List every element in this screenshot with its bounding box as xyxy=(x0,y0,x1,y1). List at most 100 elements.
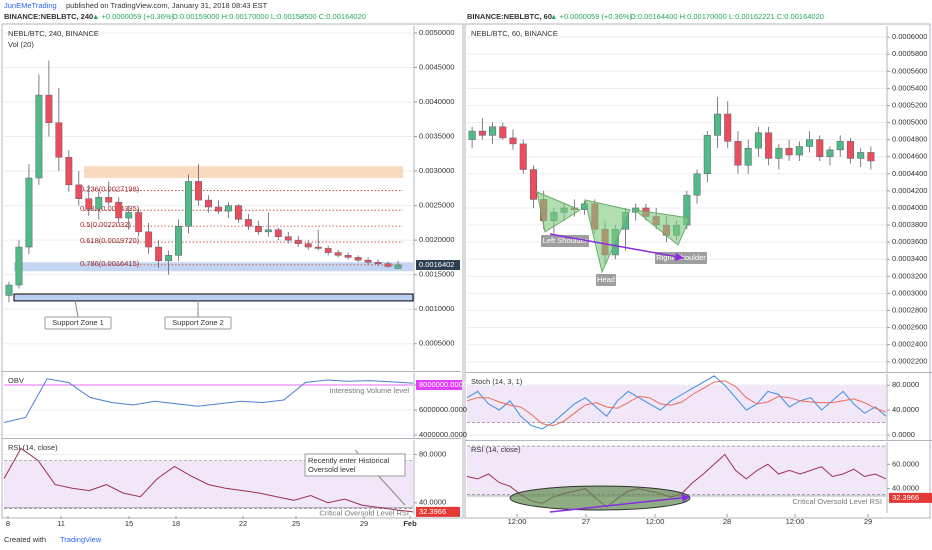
candle-body xyxy=(85,198,93,210)
candle-body xyxy=(734,141,742,166)
candle-body xyxy=(529,169,537,200)
y-tick-label: 0.0050000 xyxy=(419,28,454,37)
candle-body xyxy=(75,184,83,199)
candle-body xyxy=(826,149,834,157)
symbol: BINANCE:NEBLBTC, 240 xyxy=(4,12,93,21)
y-tick-label: 0.0020000 xyxy=(419,235,454,244)
pane-title: RSI (14, close) xyxy=(471,445,521,454)
callout-box xyxy=(304,453,406,477)
candle-body xyxy=(846,141,854,159)
reference-label: Interesting Volume level xyxy=(329,386,409,395)
y-tick-label: 0.0025000 xyxy=(419,201,454,210)
candle-body xyxy=(284,236,292,241)
candle-body xyxy=(324,248,332,253)
candle-body xyxy=(795,146,803,156)
candle-body xyxy=(364,259,372,263)
fib-label: 0.236(0.0027198) xyxy=(80,184,140,193)
y-tick-label: 8000000.0000 xyxy=(419,380,467,389)
y-tick-label: 0.0004600 xyxy=(892,152,927,161)
right-shoulder-shape xyxy=(633,209,691,246)
rsi-arrow xyxy=(549,496,691,513)
candle-body xyxy=(816,139,824,157)
callout-line xyxy=(74,299,79,318)
arrow-head xyxy=(681,494,690,502)
y-tick-label: 60.0000 xyxy=(892,459,919,468)
author[interactable]: JunEMeTrading xyxy=(4,1,57,10)
y-tick-label: 6000000.0000 xyxy=(419,405,467,414)
candle-body xyxy=(374,261,382,264)
pane-title: NEBL/BTC, 60, BINANCE xyxy=(471,29,558,38)
candle-body xyxy=(857,152,865,159)
pane-title: NEBL/BTC, 240, BINANCE xyxy=(8,29,99,38)
indicator-line xyxy=(466,375,887,430)
arrow-head xyxy=(675,253,684,261)
x-tick-label: 27 xyxy=(582,517,590,526)
right-frame xyxy=(464,23,931,519)
price-label: 32.3966 xyxy=(419,507,446,516)
indicator-line xyxy=(3,447,414,513)
price-label-box xyxy=(416,506,460,517)
candle-body xyxy=(175,226,183,256)
y-tick-label: 0.0003000 xyxy=(892,288,927,297)
annotation: Head xyxy=(597,275,615,284)
fib-label: 0.786(0.0016415) xyxy=(80,259,140,268)
candle-body xyxy=(115,201,123,219)
brand[interactable]: TradingView xyxy=(60,535,102,544)
candle-body xyxy=(499,126,507,139)
callout-text: Recently enter Historical Oversold level xyxy=(308,456,390,474)
reference-label: Critical Oversold Level RSI xyxy=(792,497,882,506)
annotation: Support Zone 2 xyxy=(172,318,224,327)
y-tick-label: 0.0005000 xyxy=(419,339,454,348)
x-tick-label: 8 xyxy=(6,519,10,528)
pane-title: Stoch (14, 3, 1) xyxy=(471,377,523,386)
zone xyxy=(14,262,413,272)
y-tick-label: 0.0003200 xyxy=(892,271,927,280)
annotation-box xyxy=(596,274,616,286)
y-tick-label: 0.0003800 xyxy=(892,220,927,229)
y-tick-label: 40.0000 xyxy=(892,405,919,414)
candle-body xyxy=(254,226,262,233)
candle-body xyxy=(105,197,113,203)
created-with: Created with xyxy=(4,535,46,544)
candle-body xyxy=(354,257,362,261)
candle-body xyxy=(394,264,402,269)
x-tick-label: 12:00 xyxy=(646,517,665,526)
neckline-arrow xyxy=(549,233,685,259)
candle-body xyxy=(304,243,312,248)
pane-title: OBV xyxy=(8,376,24,385)
y-tick-label: 0.0004200 xyxy=(892,186,927,195)
reference-label: Critical Oversold Level RSI xyxy=(319,509,409,518)
pane-subtitle: Vol (20) xyxy=(8,40,34,49)
candle-body xyxy=(25,177,33,248)
zone xyxy=(13,293,414,302)
y-tick-label: 0.0000 xyxy=(892,430,915,439)
y-tick-label: 0.0004000 xyxy=(892,203,927,212)
candle-body xyxy=(65,156,73,186)
candle-body xyxy=(334,252,342,256)
symbol: BINANCE:NEBLBTC, 60 xyxy=(467,12,552,21)
y-tick-label: 0.0005600 xyxy=(892,66,927,75)
y-tick-label: 0.0002400 xyxy=(892,340,927,349)
candle-body xyxy=(489,126,497,136)
candle-body xyxy=(165,255,173,262)
y-tick-label: 0.0010000 xyxy=(419,304,454,313)
y-tick-label: 0.0003600 xyxy=(892,237,927,246)
y-tick-label: 0.0005000 xyxy=(892,118,927,127)
candle-body xyxy=(713,113,722,136)
candle-body xyxy=(384,263,392,267)
y-tick-label: 0.0015000 xyxy=(419,270,454,279)
y-tick-label: 0.0040000 xyxy=(419,97,454,106)
candle-body xyxy=(744,147,752,166)
y-tick-label: 0.0035000 xyxy=(419,132,454,141)
tick-highlight xyxy=(416,380,462,390)
candle-body xyxy=(754,132,762,149)
candle-body xyxy=(836,141,844,151)
candle-body xyxy=(294,239,302,244)
candle-body xyxy=(224,205,232,212)
candle-body xyxy=(693,173,701,196)
candle-body xyxy=(785,147,793,156)
x-tick-label: 11 xyxy=(57,519,65,528)
y-tick-label: 40.0000 xyxy=(892,484,919,493)
y-tick-label: 0.0030000 xyxy=(419,166,454,175)
y-tick-label: 0.0002600 xyxy=(892,323,927,332)
